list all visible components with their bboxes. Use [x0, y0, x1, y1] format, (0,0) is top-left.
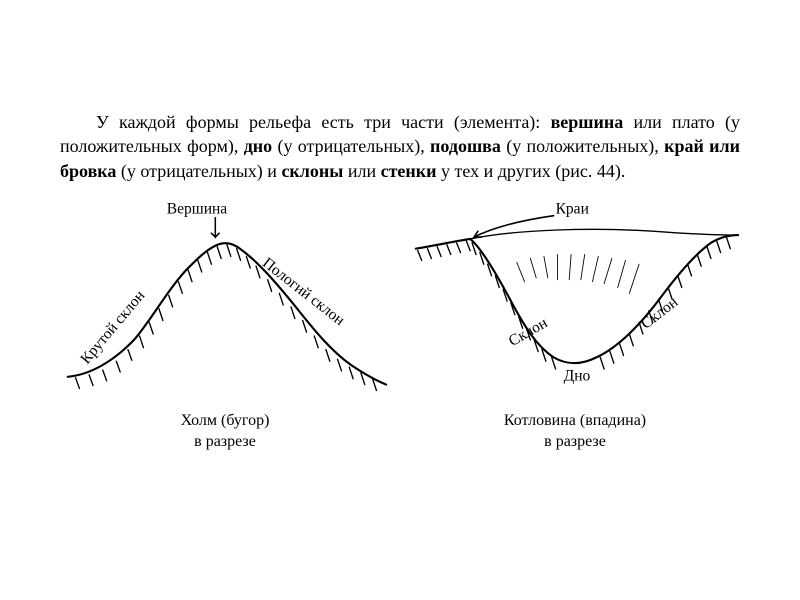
svg-text:Склон: Склон [506, 314, 551, 350]
basin-caption-line-1: Котловина (впадина) [504, 411, 646, 432]
hill-diagram: ВершинаКрутой склонПологий склон [60, 199, 390, 409]
hill-caption: Холм (бугор) в разрезе [181, 411, 270, 453]
svg-text:Крутой склон: Крутой склон [77, 287, 148, 367]
svg-text:Краи: Краи [556, 201, 589, 218]
page: У каждой формы рельефа есть три части (э… [0, 0, 800, 600]
figure-basin: КраиСклонСклонДно Котловина (впадина) в … [410, 199, 740, 453]
body-paragraph: У каждой формы рельефа есть три части (э… [60, 110, 740, 183]
svg-text:Дно: Дно [564, 368, 591, 385]
basin-caption: Котловина (впадина) в разрезе [504, 411, 646, 453]
figure-hill: ВершинаКрутой склонПологий склон Холм (б… [60, 199, 390, 453]
basin-caption-line-2: в разрезе [504, 432, 646, 453]
svg-text:Вершина: Вершина [167, 201, 228, 218]
basin-diagram: КраиСклонСклонДно [410, 199, 740, 409]
figure-row: ВершинаКрутой склонПологий склон Холм (б… [60, 199, 740, 453]
hill-caption-line-1: Холм (бугор) [181, 411, 270, 432]
hill-caption-line-2: в разрезе [181, 432, 270, 453]
